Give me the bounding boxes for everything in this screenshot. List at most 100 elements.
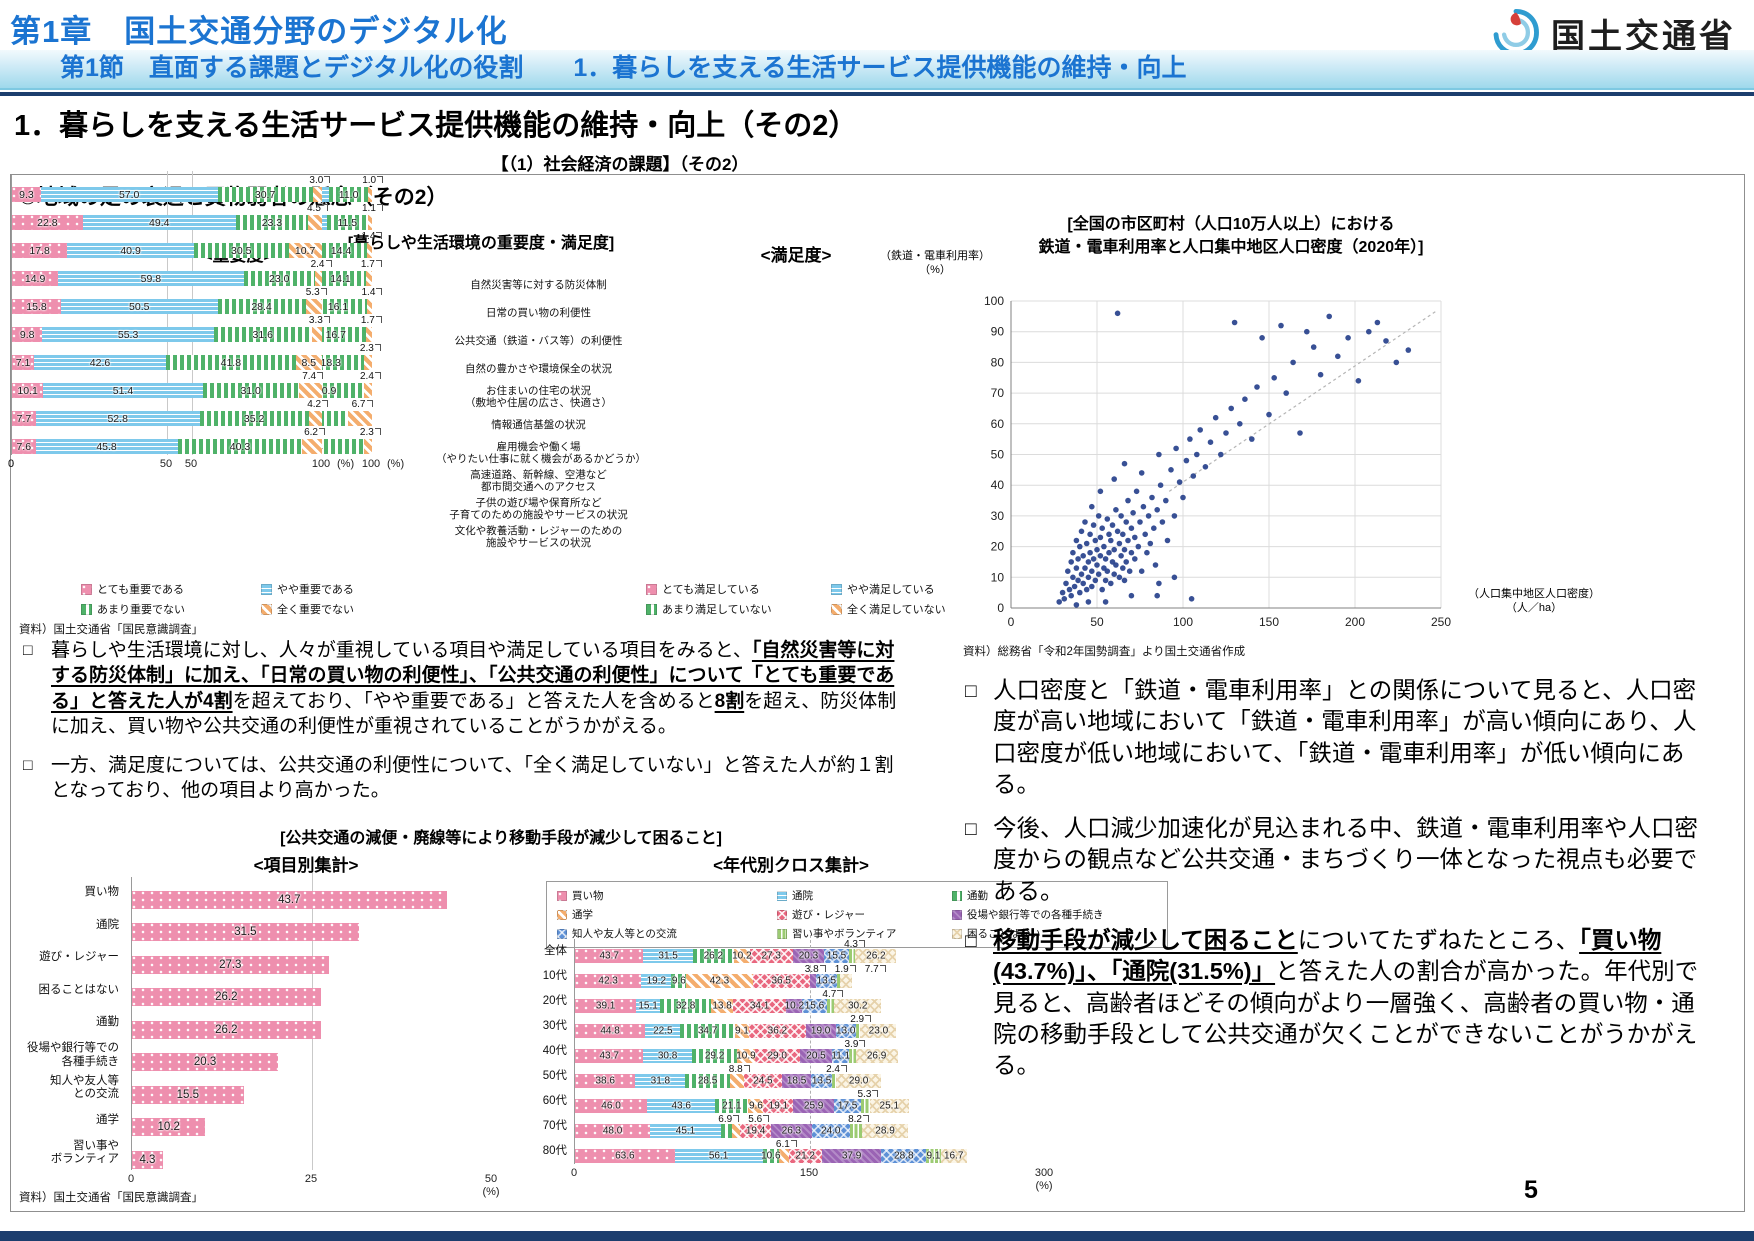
scatter-point — [1154, 507, 1160, 513]
value-label: 42.3 — [709, 975, 730, 987]
value-label: 27.3 — [219, 958, 242, 971]
legend-swatch — [646, 583, 657, 595]
value-label: 26.2 — [215, 1023, 238, 1036]
scatter-point — [1108, 580, 1114, 587]
scatter-point — [1095, 513, 1102, 519]
item-totals-chart: 43.7 31.5 27.3 26.2 26.2 20.3 15.5 10.2 4.3 0 25 50… — [128, 873, 500, 1200]
scatter-point — [1156, 451, 1162, 458]
scatter-point — [1077, 543, 1083, 550]
value-label: 25.9 — [803, 1100, 824, 1112]
trend-line — [1168, 309, 1438, 492]
bar-segment: 9.6 — [748, 1099, 764, 1113]
importance-legend: とても重要である やや重要である あまり重要でない 全く重要でない — [81, 581, 431, 617]
bar-segment: 16.1 — [308, 299, 367, 314]
category-label-line: 文化や教養活動・レジャーのための — [454, 524, 623, 537]
bar-segment — [836, 974, 840, 988]
bar-row: 42.3 19.2 9.6 42.3 36.5 13.5 3.8 1.9 7.7 — [575, 964, 1045, 989]
legend-swatch — [777, 909, 787, 920]
value-label: 19.0 — [810, 1025, 831, 1037]
value-label: 7.7 — [16, 412, 32, 425]
bar-segment: 20.3 — [132, 1053, 279, 1071]
scatter-point — [1231, 319, 1238, 326]
axis-unit-label: (%) — [387, 458, 405, 470]
bar-segment: 31.5 — [132, 923, 359, 941]
callout-value-label: 6.2 — [304, 427, 325, 438]
scatter-point — [1168, 467, 1174, 473]
value-label: 11.1 — [831, 1050, 851, 1062]
category-label: 文化や教養活動・レジャーのための 施設やサービスの状況 — [436, 523, 641, 551]
value-label: 43.7 — [599, 950, 619, 962]
x-tick-label: 250 — [1431, 615, 1451, 629]
bar-row: 20.3 — [132, 1040, 492, 1073]
bar-segment: 10.2 — [132, 1118, 206, 1136]
value-label: 19.2 — [646, 975, 667, 987]
category-label: 自然災害等に対する防災体制 — [436, 271, 641, 299]
scatter-point — [1063, 580, 1069, 587]
legend-item: あまり重要でない — [81, 601, 251, 617]
scatter-point — [1113, 562, 1119, 568]
x-tick-label: 100 — [1173, 615, 1193, 629]
legend-swatch — [81, 603, 92, 615]
scatter-point — [1118, 553, 1124, 559]
bar-segment: 20.5 — [799, 1049, 833, 1063]
ministry-logo-text: 国土交通省 — [1551, 17, 1736, 56]
bar-segment — [312, 187, 322, 202]
value-label: 10.2 — [157, 1121, 180, 1133]
value-label: 30.7 — [254, 188, 276, 201]
category-label-line: （敷地や住居の広さ、快適さ） — [465, 397, 612, 409]
bar-segment: 24.5 — [743, 1074, 783, 1088]
scatter-point — [1132, 534, 1138, 541]
bar-segment: 10.2 — [732, 949, 752, 963]
value-label: 29.0 — [848, 1075, 869, 1087]
bar-row: 22.8 49.4 23.3 4.5 — [12, 203, 322, 231]
bar-row: 10.2 — [132, 1105, 492, 1138]
scatter-point — [1145, 513, 1152, 519]
scatter-point — [1154, 592, 1160, 599]
value-label: 36.5 — [771, 975, 791, 987]
bar-segment — [809, 974, 816, 988]
callout-value-label: 5.3 — [858, 1089, 879, 1100]
legend-label: とても重要である — [97, 584, 185, 596]
value-label: 45.8 — [96, 440, 117, 453]
bar-segment: 26.2 — [855, 949, 897, 963]
bar-segment: 28.8 — [881, 1149, 927, 1163]
callout-value-label: 8.2 — [848, 1114, 869, 1125]
stacked-bar: 9.3 57.0 30.7 — [12, 187, 322, 202]
bar-segment: 35.2 — [199, 411, 309, 426]
category-label-line: ボランティア — [50, 1153, 119, 1166]
category-label: 情報通信基盤の状況 — [436, 411, 641, 439]
paragraph-text: 人口密度と「鉄道・電車利用率」との関係について見ると、人口密度が高い地域において… — [993, 677, 1696, 797]
bar-segment: 20.3 — [792, 949, 825, 963]
stacked-bar: 7.6 45.8 40.3 — [12, 439, 322, 454]
bar-row: 44.8 22.5 34.7 9.1 36.2 19.0 13.0 23.0 2.9 — [575, 1014, 1045, 1039]
legend-item: 知人や友人等との交流 — [557, 926, 767, 941]
value-label: 16.1 — [327, 300, 349, 313]
value-label: 9.1 — [926, 1150, 941, 1162]
legend-swatch — [777, 890, 787, 901]
legend-swatch — [557, 909, 567, 920]
paragraph: □ 一方、満足度については、公共交通の利便性について、「全く満足していない」と答え… — [21, 753, 906, 804]
value-label: 41.8 — [220, 356, 242, 369]
stacked-bar: 7.1 42.6 41.8 8.5 — [12, 355, 322, 370]
bar-segment — [363, 439, 372, 454]
callout-value-label: 1.4 — [362, 287, 383, 298]
scatter-point — [1066, 586, 1073, 593]
bar-segment: 31.0 — [202, 383, 299, 398]
value-label: 9.6 — [671, 975, 686, 987]
bar-segment — [720, 1124, 732, 1138]
legend-label: 買い物 — [572, 890, 604, 902]
bar-segment: 22.5 — [645, 1024, 681, 1038]
bar-segment: 10.1 — [12, 383, 44, 398]
bar-segment: 27.3 — [749, 949, 793, 963]
bar-row: 15.8 50.5 28.4 5.3 — [12, 287, 322, 315]
bar-segment: 9.1 — [734, 1024, 750, 1038]
value-label: 14.4 — [330, 244, 352, 257]
value-label: 26.3 — [781, 1125, 802, 1137]
text-run: 今後、人口減少加速化が見込まれる中、鉄道・電車利用率や人口密度からの観点など公共… — [993, 815, 1698, 904]
callout-value-label: 2.3 — [360, 343, 381, 354]
scatter-point — [1202, 464, 1209, 470]
bar-row: 48.0 45.1 19.4 26.3 24.0 28.9 6.9 5.6 8.2 — [575, 1114, 1045, 1139]
text-run: 移動手段が減少して困ること — [993, 927, 1298, 953]
category-label: 買い物 — [19, 877, 125, 910]
value-label: 25.1 — [879, 1100, 900, 1112]
